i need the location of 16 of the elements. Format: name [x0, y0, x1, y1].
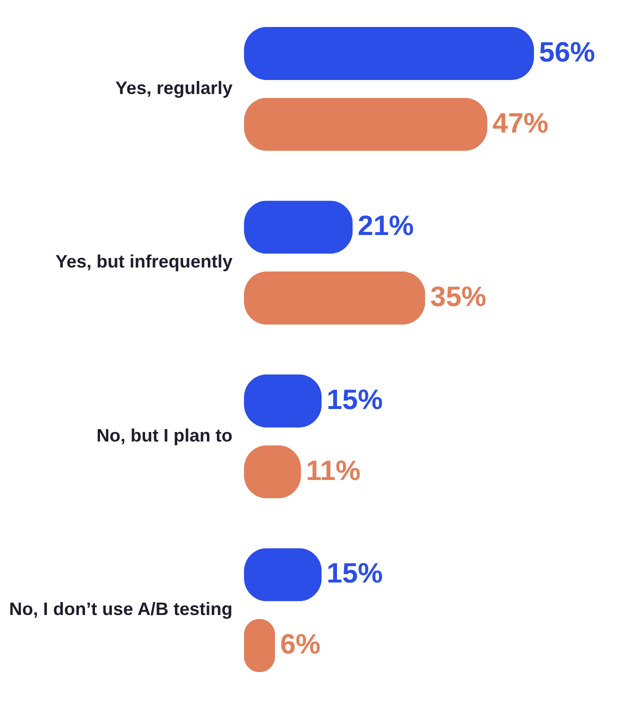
data-label: 47%	[492, 107, 549, 138]
data-label: 21%	[358, 210, 414, 242]
y-tick-label: No, I don’t use A/B testing	[9, 599, 232, 620]
data-label: 15%	[326, 384, 383, 415]
bar	[244, 271, 426, 325]
data-label: 15%	[326, 558, 383, 589]
bar	[244, 26, 534, 80]
bar	[244, 200, 353, 254]
data-label: 35%	[430, 281, 486, 312]
y-tick-label: Yes, but infrequently	[55, 252, 232, 272]
y-tick-label: Yes, regularly	[115, 78, 232, 98]
y-tick-label: No, but I plan to	[96, 425, 232, 446]
data-label: 11%	[306, 454, 361, 486]
data-label: 6%	[280, 628, 321, 660]
data-label: 56%	[539, 36, 596, 68]
bar	[244, 98, 488, 151]
